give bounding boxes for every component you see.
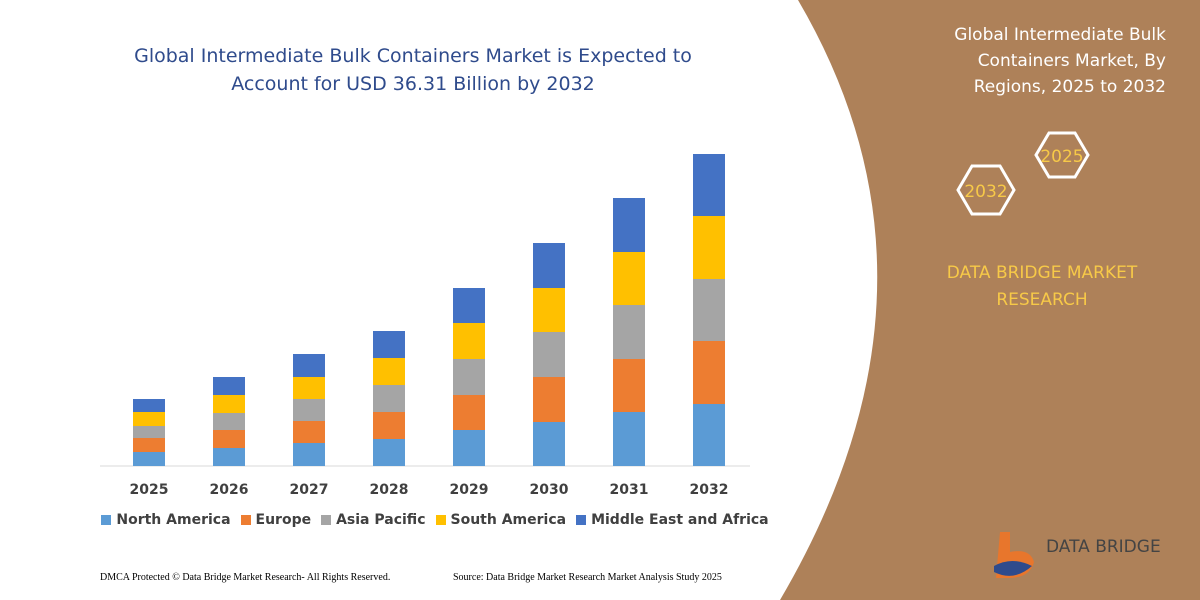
- legend-swatch: [435, 515, 446, 525]
- legend-item: North America: [101, 512, 231, 528]
- hex-label: 2032: [964, 182, 1007, 202]
- bar-segment: [453, 395, 485, 430]
- hex-label: 2025: [1040, 147, 1083, 167]
- bar-segment: [213, 395, 245, 413]
- bar-segment: [533, 422, 565, 466]
- bar-segment: [693, 341, 725, 404]
- bar-segment: [533, 332, 565, 377]
- bar-segment: [373, 331, 405, 358]
- bar-segment: [213, 430, 245, 448]
- bar-segment: [533, 377, 565, 422]
- legend-item: Asia Pacific: [321, 512, 426, 528]
- legend-item: Middle East and Africa: [576, 512, 769, 528]
- bar-segment: [613, 198, 645, 252]
- bar-segment: [293, 354, 325, 377]
- hexagon: [1034, 131, 1090, 179]
- legend: North America Europe Asia Pacific South Ame…: [100, 512, 770, 528]
- legend-swatch: [321, 515, 332, 525]
- bar-segment: [453, 323, 485, 359]
- bar-segment: [133, 412, 165, 426]
- x-tick-label: 2028: [370, 482, 409, 498]
- bar-segment: [213, 377, 245, 395]
- hexagon: [956, 164, 1016, 216]
- bar-segment: [693, 216, 725, 279]
- bar-segment: [373, 385, 405, 412]
- legend-label: South America: [450, 512, 567, 528]
- bar-segment: [133, 399, 165, 412]
- logo-text: DATA BRIDGE: [1046, 537, 1161, 557]
- bar-segment: [133, 438, 165, 452]
- x-tick-label: 2030: [530, 482, 569, 498]
- x-tick-label: 2027: [290, 482, 329, 498]
- bar-segment: [613, 252, 645, 305]
- x-tick-label: 2025: [130, 482, 169, 498]
- bar-segment: [533, 243, 565, 288]
- bar-segment: [453, 359, 485, 395]
- bar-segment: [613, 359, 645, 412]
- legend-item: Europe: [240, 512, 312, 528]
- x-tick-label: 2031: [610, 482, 649, 498]
- bar-segment: [453, 430, 485, 466]
- x-tick-label: 2029: [450, 482, 489, 498]
- footer-source: Source: Data Bridge Market Research Mark…: [453, 572, 722, 583]
- legend-swatch: [101, 515, 112, 525]
- bar-segment: [693, 279, 725, 341]
- bar-segment: [293, 399, 325, 421]
- panel-title: Global Intermediate Bulk Containers Mark…: [954, 25, 1166, 97]
- logo-icon: [994, 561, 1032, 576]
- legend-label: Asia Pacific: [336, 512, 426, 528]
- side-panel: [780, 0, 1200, 600]
- bar-segment: [373, 358, 405, 385]
- legend-label: North America: [116, 512, 231, 528]
- legend-item: South America: [435, 512, 567, 528]
- bar-segment: [373, 439, 405, 466]
- bar-segment: [453, 288, 485, 323]
- legend-swatch: [576, 515, 587, 525]
- bar-segment: [293, 421, 325, 443]
- bar-segment: [533, 288, 565, 332]
- bar-segment: [373, 412, 405, 439]
- bar-segment: [213, 448, 245, 466]
- plot: 2025 2026 2027 2028 2029 2030 2031 2032: [130, 154, 729, 498]
- bar-segment: [133, 426, 165, 438]
- bar-segment: [293, 377, 325, 399]
- footer-note: DMCA Protected © Data Bridge Market Rese…: [100, 572, 391, 583]
- bar-segment: [213, 413, 245, 430]
- bar-segment: [133, 452, 165, 466]
- legend-label: Middle East and Africa: [591, 512, 769, 528]
- bar-segment: [613, 412, 645, 466]
- bar-segment: [293, 443, 325, 466]
- bar-segment: [693, 404, 725, 466]
- bar-segment: [613, 305, 645, 359]
- x-tick-label: 2026: [210, 482, 249, 498]
- legend-swatch: [240, 515, 251, 525]
- legend-label: Europe: [255, 512, 312, 528]
- brand-text: DATA BRIDGE MARKET RESEARCH: [946, 263, 1138, 310]
- bar-segment: [693, 154, 725, 216]
- chart-title: Global Intermediate Bulk Containers Mark…: [134, 45, 692, 95]
- x-tick-label: 2032: [690, 482, 729, 498]
